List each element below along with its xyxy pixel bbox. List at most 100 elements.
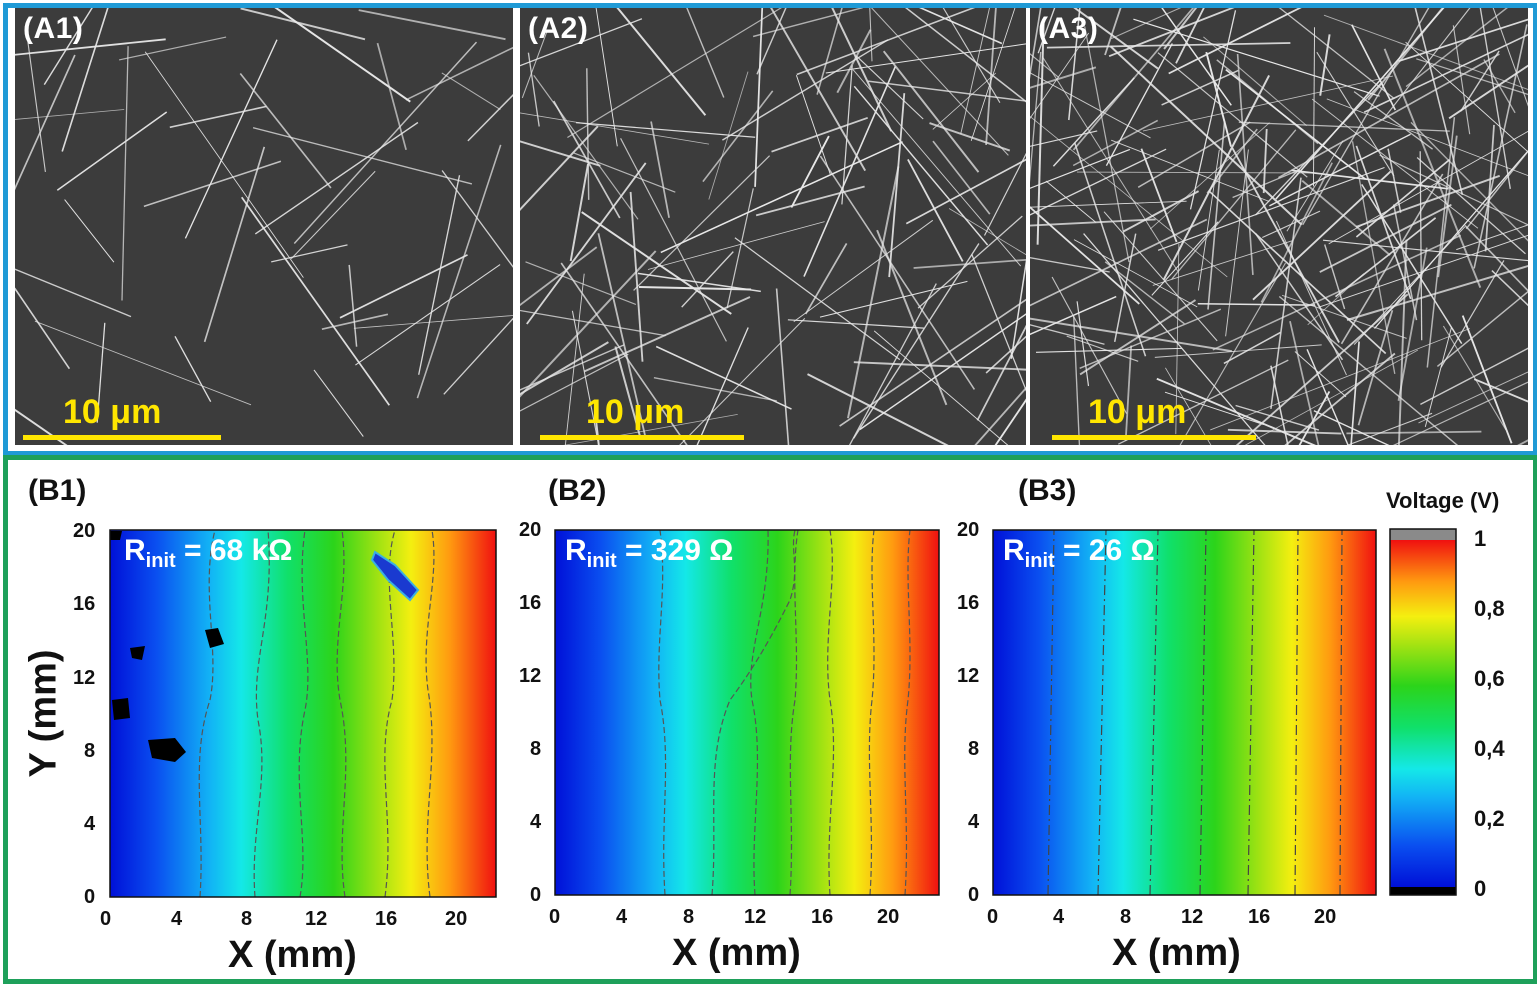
nanowire [985,335,1026,374]
nanowire [847,166,900,419]
x-tick: 20 [877,906,900,928]
nanowire [1235,404,1320,431]
y-tick: 16 [73,593,96,615]
nanowire [853,85,989,246]
y-tick: 4 [968,811,980,833]
x-tick: 0 [549,906,561,928]
nanowire [1374,150,1528,329]
nanowire [560,262,688,445]
nanowire [1419,151,1423,341]
nanowire [567,8,782,139]
nanowire [1142,75,1394,132]
nanowire [1045,180,1097,223]
contour-lines [658,529,911,896]
nanowire [1473,24,1528,269]
nanowire [660,141,903,254]
x-tick: 0 [100,908,112,930]
nanowire [1410,121,1528,242]
nanowire [633,155,771,291]
nanowire [1416,157,1526,255]
nanowire [905,8,1026,103]
voltage-map-b3 [992,529,1377,896]
nanowire [1491,270,1528,307]
nanowire [1281,294,1407,339]
y-tick: 8 [968,738,980,760]
nanowire-network [520,8,1026,445]
nanowire [1118,359,1289,445]
nanowire [1083,233,1266,445]
defect-spots [110,531,224,762]
nanowire [1223,331,1281,365]
nanowire [869,8,873,62]
nanowire [1316,51,1395,177]
nanowire [1066,335,1139,362]
nanowire [1010,258,1026,359]
nanowire [1030,66,1097,89]
nanowire [1275,220,1347,376]
nanowire [1313,27,1315,187]
nanowire [1197,303,1316,306]
x-tick: 8 [1120,906,1132,928]
nanowire [1405,41,1528,153]
x-tick: 8 [241,908,253,930]
nanowire [121,46,129,301]
nanowire [355,264,501,366]
nanowire [1346,265,1528,321]
nanowire [1068,8,1081,121]
nanowire [1030,72,1151,139]
nanowire [882,50,980,173]
nanowire [807,373,949,445]
nanowire [1205,51,1232,147]
scale-bar-label: 10 μm [63,393,162,431]
nanowire [971,254,1026,392]
nanowire [1227,428,1342,435]
nanowire [1030,200,1187,208]
nanowire [1052,77,1135,167]
nanowire [520,112,710,145]
nanowire [790,135,830,208]
nanowire [64,199,115,263]
nanowire [1111,139,1270,202]
nanowire [571,310,600,445]
nanowire [1363,33,1528,114]
nanowire [1030,218,1208,307]
nanowire [1151,221,1219,296]
colorbar-tick: 0,4 [1474,736,1505,761]
nanowire [1460,50,1500,112]
nanowire [803,66,897,277]
nanowire [853,361,1026,371]
nanowire [1149,122,1270,230]
nanowire [614,346,642,440]
y-tick: 16 [519,592,542,614]
nanowire [1269,133,1411,207]
nanowire [756,8,787,75]
nanowire [15,109,125,120]
nanowire [1382,8,1471,120]
nanowire [271,244,348,263]
nanowire [1164,391,1264,426]
nanowire [15,287,71,370]
nanowire [775,288,790,445]
panel-label: (A1) [23,12,84,45]
nanowire [1464,224,1528,292]
nanowire [1154,344,1322,358]
nanowire [239,72,332,189]
nanowire [770,8,867,172]
nanowire [1104,8,1122,56]
y-tick: 4 [84,813,96,835]
nanowire [1208,190,1387,355]
nanowire [1203,36,1307,126]
nanowire-network [15,8,513,445]
nanowire [1461,315,1513,444]
resistance-label-b2: Rinit = 329 Ω [565,534,734,572]
nanowire [1277,53,1500,179]
panel-label: (A2) [528,12,589,45]
nanowire [1334,217,1437,298]
nanowire [616,8,707,116]
nanowire [1105,43,1173,167]
y-tick: 0 [530,884,542,906]
nanowire [1424,327,1452,428]
nanowire [1255,82,1382,216]
nanowire [1073,8,1159,70]
